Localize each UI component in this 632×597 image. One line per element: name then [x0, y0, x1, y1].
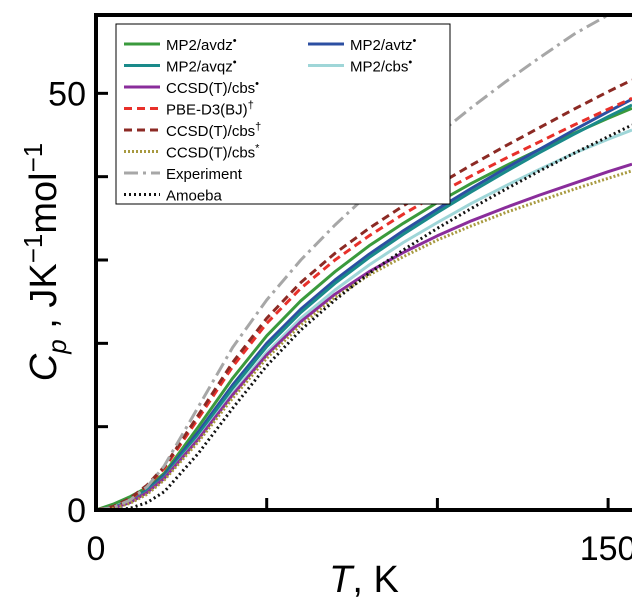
x-axis-title: T, K	[329, 559, 399, 597]
legend-entry-9: Amoeba	[124, 188, 223, 205]
plot-frame	[94, 13, 632, 512]
axis-titles: T, KCp , JK−1mol−1	[18, 143, 399, 597]
y-axis-sup: −1	[18, 234, 48, 264]
y-axis-sub: p	[42, 339, 72, 354]
legend-box	[115, 23, 451, 205]
x-axis-unit: , K	[352, 559, 398, 597]
legend-entry-5: PBE-D3(BJ)†	[124, 100, 254, 119]
legend-label: CCSD(T)/cbs†	[166, 121, 261, 140]
legend-label: Experiment	[166, 166, 243, 183]
legend-entry-0: MP2/avdz•	[124, 35, 237, 54]
ticks-layer: 0 150 0 50	[48, 75, 632, 568]
series-line-8	[96, 15, 609, 510]
legend-label: MP2/avqz•	[166, 57, 237, 76]
legend-mark: •	[255, 78, 259, 90]
legend-label: MP2/cbs•	[350, 57, 412, 76]
y-axis-unit-mol: mol	[23, 172, 65, 233]
y-tick-label: 0	[67, 492, 86, 530]
legend-entry-2: MP2/avqz•	[124, 57, 237, 76]
legend-label: CCSD(T)/cbs•	[166, 78, 259, 97]
legend-entry-6: CCSD(T)/cbs†	[124, 121, 261, 140]
legend-label: PBE-D3(BJ)†	[166, 100, 254, 119]
series-layer	[96, 15, 632, 510]
y-axis-sup: −1	[18, 143, 48, 173]
legend-mark: †	[255, 121, 261, 133]
legend-mark: •	[233, 35, 237, 47]
legend-entry-7: CCSD(T)/cbs*	[124, 143, 260, 162]
legend: MP2/avdz• MP2/avtz• MP2/avqz• MP2/cbs• CCSD(…	[115, 23, 451, 205]
legend-label: MP2/avdz•	[166, 35, 237, 54]
x-tick-label: 150	[580, 530, 632, 568]
legend-label: CCSD(T)/cbs*	[166, 143, 260, 162]
legend-entry-8: Experiment	[124, 166, 243, 183]
legend-mark: •	[413, 35, 417, 47]
y-axis-symbol: C	[23, 353, 65, 381]
y-axis-title: Cp , JK−1mol−1	[18, 143, 72, 382]
legend-mark: †	[248, 100, 254, 112]
legend-entry-1: MP2/avtz•	[308, 35, 417, 54]
x-tick-label: 0	[87, 530, 106, 568]
legend-mark: •	[408, 57, 412, 69]
legend-entry-3: MP2/cbs•	[308, 57, 412, 76]
legend-label: Amoeba	[166, 188, 223, 205]
legend-entry-4: CCSD(T)/cbs•	[124, 78, 259, 97]
series-line-4	[96, 162, 632, 510]
x-axis-symbol: T	[329, 559, 355, 597]
y-axis-unit: , JK	[23, 263, 65, 339]
legend-mark: *	[255, 143, 260, 155]
legend-mark: •	[233, 57, 237, 69]
y-tick-label: 50	[48, 75, 86, 113]
legend-label: MP2/avtz•	[350, 35, 417, 54]
